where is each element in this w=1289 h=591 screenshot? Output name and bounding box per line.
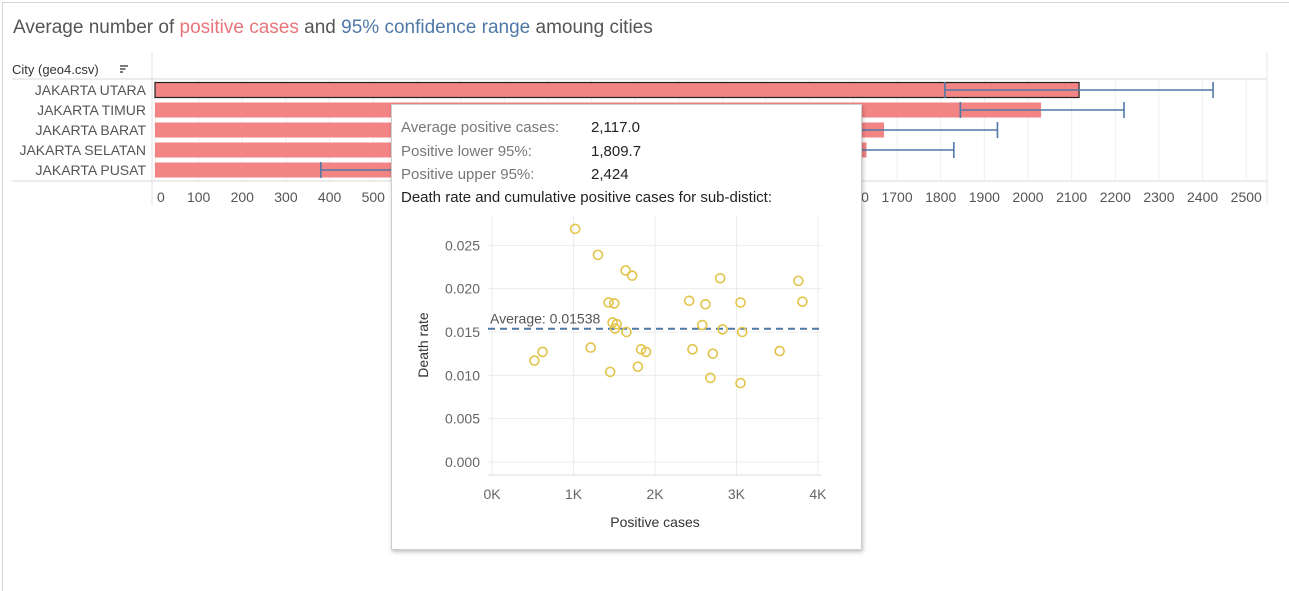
x-tick-label: 2200	[1100, 189, 1131, 205]
scatter-point	[608, 298, 620, 309]
y-tick-label: 0.000	[445, 454, 480, 470]
scatter-point	[626, 270, 638, 281]
x-tick-label: 2500	[1231, 189, 1262, 205]
category-label: JAKARTA PUSAT	[36, 162, 147, 178]
row-header-label: City (geo4.csv)	[12, 62, 99, 77]
scatter-point	[632, 361, 644, 372]
x-tick-label: 100	[187, 189, 211, 205]
x-tick-label: 1900	[969, 189, 1000, 205]
scatter-point	[683, 295, 695, 307]
tooltip-label-average: Average positive cases:	[401, 119, 560, 136]
scatter-point	[714, 272, 726, 284]
x-tick-label: 500	[362, 189, 386, 205]
scatter-point	[603, 297, 614, 308]
bar	[154, 81, 1080, 99]
y-tick-label: 0.010	[445, 367, 480, 383]
scatter-point	[609, 323, 621, 334]
scatter-point	[620, 265, 631, 276]
x-tick-label: 300	[274, 189, 298, 205]
scatter-point	[735, 377, 746, 389]
category-label: JAKARTA UTARA	[35, 82, 147, 98]
tooltip-label-upper: Positive upper 95%:	[401, 166, 535, 183]
title-confidence-range: 95% confidence range	[341, 17, 531, 38]
x-tick-label: 1800	[925, 189, 956, 205]
scatter-point	[736, 326, 748, 338]
tooltip-heading: Death rate and cumulative positive cases…	[401, 189, 773, 206]
scatter-point	[735, 297, 746, 308]
title-prefix: Average number of	[13, 17, 180, 38]
title-middle: and	[298, 17, 342, 38]
x-tick-label: 400	[318, 189, 342, 205]
tooltip-value-lower: 1,809.7	[591, 143, 642, 160]
x-tick-label: 200	[231, 189, 255, 205]
x-tick-label: 1700	[881, 189, 912, 205]
x-tick-label: 2100	[1056, 189, 1087, 205]
scatter-chart: 0.000 0.005 0.010 0.015 0.020 0.025 0K 1K 2K 3K 4K…	[415, 215, 827, 530]
scatter-point	[705, 372, 716, 384]
x-tick-label: 2K	[646, 486, 664, 502]
tooltip-row-average: Average positive cases: 2,117.0	[401, 119, 640, 136]
x-tick-label: 4K	[809, 486, 827, 502]
category-label: JAKARTA SELATAN	[19, 142, 146, 158]
scatter-point	[696, 319, 708, 331]
scatter-point	[592, 249, 604, 261]
y-tick-label: 0.015	[445, 324, 480, 340]
x-tick-label: 0K	[484, 486, 502, 502]
tooltip-value-average: 2,117.0	[591, 119, 640, 136]
scatter-point	[793, 275, 804, 287]
x-tick-label: 1K	[565, 486, 583, 502]
scatter-point	[604, 366, 616, 378]
scatter-point	[585, 342, 596, 353]
x-tick-label: 3K	[728, 486, 746, 502]
scatter-point	[707, 348, 719, 359]
scatter-point	[621, 326, 632, 338]
chart-title: Average number of positive cases and 95%…	[13, 17, 653, 39]
tooltip-value-upper: 2,424	[591, 166, 629, 183]
x-tick-label: 0	[157, 189, 165, 205]
average-reference-label: Average: 0.01538	[490, 311, 600, 327]
scatter-point	[774, 345, 785, 357]
scatter-point	[640, 346, 652, 358]
title-suffix: amoung cities	[530, 17, 653, 38]
title-positive-cases: positive cases	[179, 17, 299, 38]
scatter-point	[797, 296, 808, 307]
scatter-point	[687, 344, 698, 355]
scatter-point	[717, 324, 728, 335]
category-label: JAKARTA BARAT	[36, 122, 147, 138]
x-axis-title: Positive cases	[610, 514, 699, 530]
y-axis-title: Death rate	[415, 312, 431, 378]
x-tick-label: 2400	[1187, 189, 1218, 205]
tooltip: Average positive cases: 2,117.0 Positive…	[391, 104, 862, 550]
tooltip-label-lower: Positive lower 95%:	[401, 143, 532, 160]
scatter-point	[537, 346, 548, 358]
x-tick-label: 2300	[1143, 189, 1174, 205]
x-tick-label: 2000	[1012, 189, 1043, 205]
scatter-point	[529, 355, 540, 366]
y-tick-label: 0.020	[445, 281, 480, 297]
scatter-point	[700, 298, 711, 310]
tooltip-row-lower: Positive lower 95%: 1,809.7	[401, 143, 641, 160]
sort-descending-icon	[120, 65, 128, 73]
category-label: JAKARTA TIMUR	[37, 102, 146, 118]
bar	[155, 162, 400, 178]
tooltip-row-upper: Positive upper 95%: 2,424	[401, 166, 629, 183]
y-tick-label: 0.025	[445, 237, 480, 253]
y-tick-label: 0.005	[445, 411, 480, 427]
scatter-point	[569, 223, 581, 235]
